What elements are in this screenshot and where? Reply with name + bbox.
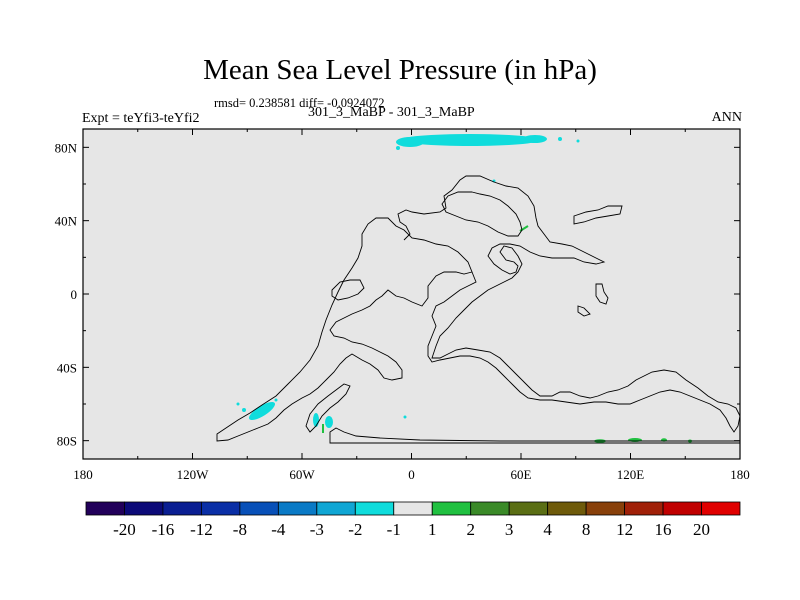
cyan-speck — [403, 415, 407, 419]
colorbar-swatch — [239, 501, 279, 516]
colorbar-swatch — [470, 501, 510, 516]
colorbar-label: 16 — [655, 520, 672, 539]
cyan-speck — [274, 398, 278, 402]
arctic-cyan-speck — [396, 146, 400, 150]
colorbar-swatch — [316, 501, 356, 516]
x-tick-label: 180 — [730, 467, 750, 482]
colorbar-label: -8 — [233, 520, 247, 539]
x-tick-label: 120E — [617, 467, 645, 482]
colorbar-swatch — [393, 501, 433, 516]
y-tick-label: 40N — [55, 214, 78, 229]
colorbar-swatch — [508, 501, 549, 516]
colorbar-swatch — [354, 501, 395, 516]
colorbar-swatch — [162, 501, 202, 516]
coastline-eurasia-africa — [397, 175, 741, 433]
colorbar-label: -3 — [310, 520, 324, 539]
south-atlantic-cyan-east — [325, 416, 333, 428]
colorbar-label: -4 — [271, 520, 286, 539]
colorbar-swatch — [277, 501, 318, 516]
y-tick-label: 80S — [57, 434, 77, 449]
colorbar-label: 20 — [693, 520, 710, 539]
colorbar-label: 12 — [616, 520, 633, 539]
coastlines — [216, 175, 741, 444]
y-tick-label: 80N — [55, 140, 78, 155]
x-tick-label: 120W — [177, 467, 210, 482]
green-anomaly-streak — [519, 225, 529, 232]
x-tick-label: 180 — [73, 467, 93, 482]
coastline-east-asia — [573, 205, 623, 225]
colorbar-label: 3 — [505, 520, 514, 539]
chart-title: Mean Sea Level Pressure (in hPa) — [203, 54, 597, 86]
colorbar-label: -20 — [113, 520, 136, 539]
south-atlantic-cyan-west — [313, 413, 319, 427]
colorbar-label: 4 — [543, 520, 552, 539]
cyan-speck — [236, 402, 240, 406]
stats-line: rmsd= 0.238581 diff= -0.0924072 — [214, 96, 385, 110]
arctic-cyan-speck — [558, 137, 562, 141]
run-comparison-label: 301_3_MaBP - 301_3_MaBP — [308, 105, 475, 120]
season-label: ANN — [711, 110, 742, 125]
colorbar-swatch — [547, 501, 587, 516]
colorbar-swatch — [662, 501, 702, 516]
colorbar-label: 2 — [466, 520, 475, 539]
arctic-cyan-band-west — [396, 137, 424, 147]
colorbar-swatch — [124, 501, 164, 516]
colorbar-swatch — [85, 501, 125, 516]
colorbar-swatch — [201, 501, 241, 516]
colorbar-label: -1 — [387, 520, 401, 539]
colorbar-swatch — [624, 501, 664, 516]
colorbar-label: -2 — [348, 520, 362, 539]
coastline-americas-inner — [305, 383, 351, 433]
coastline-north-loop — [441, 191, 523, 237]
experiment-label: Expt = teYfi3-teYfi2 — [82, 111, 200, 126]
y-tick-label: 0 — [71, 287, 78, 302]
arctic-cyan-band — [400, 134, 540, 146]
colorbar-label: 8 — [582, 520, 591, 539]
coastline-americas — [216, 217, 473, 442]
x-tick-label: 0 — [408, 467, 415, 482]
arctic-cyan-band-east — [523, 135, 547, 143]
anomaly-contours — [236, 134, 692, 443]
x-tick-label: 60E — [511, 467, 532, 482]
coastline-caribbean — [331, 279, 365, 301]
colorbar-swatch — [701, 501, 741, 516]
colorbar-label: -12 — [190, 520, 213, 539]
map-background — [83, 129, 740, 459]
colorbar-label: 1 — [428, 520, 437, 539]
cyan-speck — [242, 408, 246, 412]
colorbar-swatch — [431, 501, 472, 516]
colorbar-label: -16 — [152, 520, 175, 539]
coastline-islands — [595, 283, 609, 305]
arctic-cyan-speck — [576, 139, 580, 143]
coastline-islands-2 — [577, 305, 591, 317]
x-tick-label: 60W — [289, 467, 315, 482]
south-pacific-cyan — [249, 401, 275, 421]
colorbar-swatch — [585, 501, 625, 516]
y-tick-label: 40S — [57, 360, 77, 375]
